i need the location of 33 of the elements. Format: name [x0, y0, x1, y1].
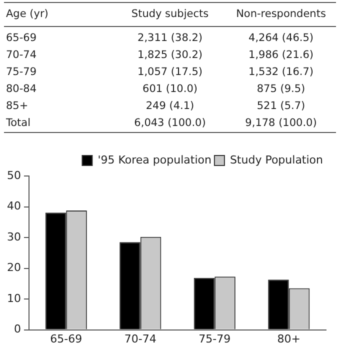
text: 65-69: [5, 31, 38, 46]
text: 1,825 (30.2): [136, 48, 204, 63]
text: Non-respondents: [226, 3, 336, 27]
text: 70-74: [5, 48, 38, 63]
y-tick-label: 50: [6, 168, 21, 182]
text: 75-79: [5, 65, 38, 80]
text: 85+: [5, 99, 30, 114]
x-tick-label: 80+: [277, 332, 300, 346]
text: Study subjects: [114, 3, 226, 27]
text: 80-84: [5, 82, 38, 97]
x-tick-label: 75-79: [198, 332, 231, 346]
y-tick-label: 30: [6, 230, 21, 244]
text: 1,532 (16.7): [248, 65, 314, 80]
y-tick-label: 10: [6, 292, 21, 305]
text: 9,178 (100.0): [244, 116, 318, 131]
x-tick-label: 65-69: [50, 332, 82, 346]
text: 1,986 (21.6): [248, 48, 314, 63]
y-tick-label: 0: [14, 322, 21, 336]
legend-label: Study Population: [230, 153, 324, 166]
y-tick-label: 40: [6, 200, 21, 213]
text: Age (yr): [4, 3, 114, 27]
text: 521 (5.7): [256, 99, 306, 114]
text: 2,311 (38.2): [136, 31, 204, 46]
x-tick-label: 70-74: [124, 332, 156, 346]
text: 875 (9.5): [256, 82, 306, 97]
y-tick-label: 20: [6, 261, 21, 274]
text: 6,043 (100.0): [133, 116, 207, 131]
text: 1,057 (17.5): [136, 65, 204, 80]
legend-label: '95 Korea population: [98, 153, 212, 166]
text: Total: [5, 116, 32, 131]
text: 4,264 (46.5): [248, 31, 314, 46]
text: 601 (10.0): [142, 82, 198, 97]
text: 249 (4.1): [144, 99, 196, 114]
